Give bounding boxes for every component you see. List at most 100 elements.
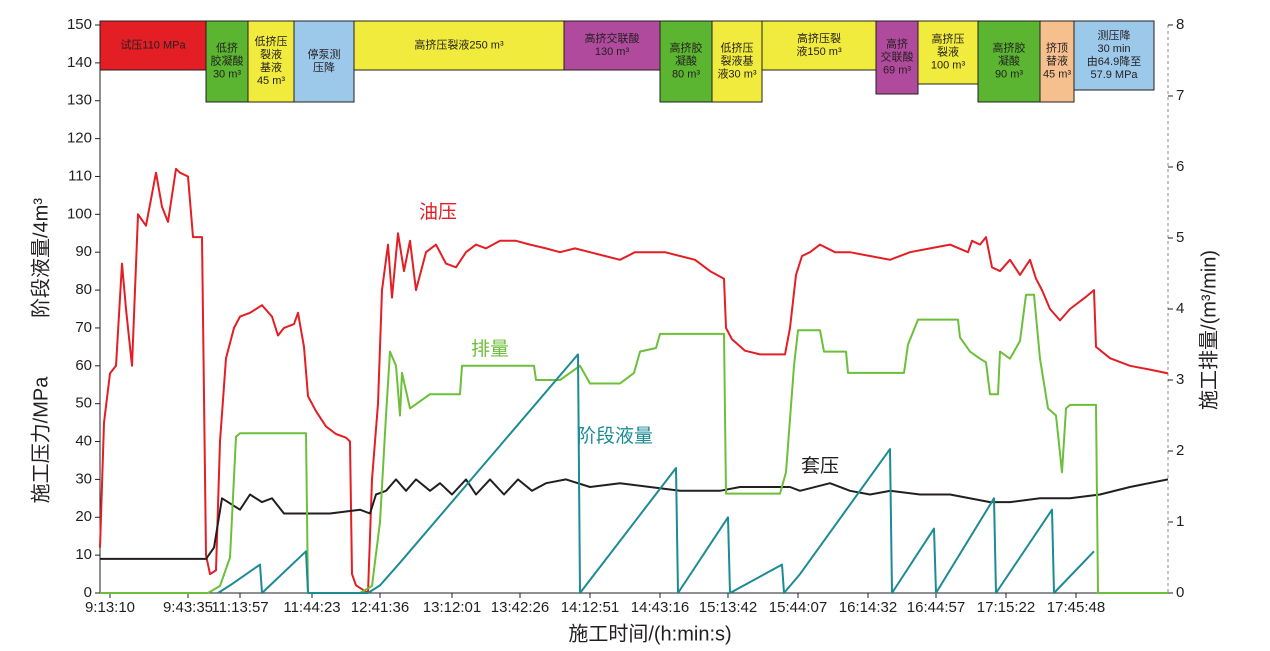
stage-box	[1039, 20, 1075, 103]
stage-label: 低挤	[216, 40, 238, 54]
stage-label: 30 m³	[213, 68, 241, 80]
stage-label: 90 m³	[995, 68, 1023, 80]
x-tick-label: 12:41:36	[351, 599, 409, 616]
y-tick-label: 80	[75, 281, 92, 298]
x-tick-label: 11:44:23	[283, 599, 340, 616]
x-tick-label: 16:44:57	[907, 599, 965, 616]
stage-label: 69 m³	[883, 64, 911, 76]
y2-axis-label: 施工排量/(m³/min)	[1197, 250, 1220, 410]
stage-label: 80 m³	[672, 68, 700, 80]
y2-tick-label: 3	[1176, 371, 1184, 388]
y2-tick-label: 6	[1176, 158, 1184, 175]
x-tick-label: 13:42:26	[491, 599, 549, 616]
stage-label: 液30 m³	[717, 66, 756, 80]
y2-tick-label: 4	[1176, 300, 1184, 317]
stage-box	[711, 20, 763, 103]
stage-label: 停泵测	[308, 47, 341, 61]
stage-label: 高挤胶	[993, 40, 1026, 54]
y-tick-label: 50	[75, 395, 92, 412]
stage-label: 由64.9降至	[1087, 54, 1141, 68]
y-axis-label: 阶段液量/4m³	[29, 198, 52, 318]
stage-box	[99, 20, 207, 71]
stage-label: 裂液	[260, 47, 282, 61]
stage-box	[761, 20, 877, 71]
y-tick-label: 130	[67, 92, 92, 109]
stage-box	[1073, 20, 1155, 91]
stage-label: 胶凝酸	[211, 53, 244, 67]
x-tick-label: 11:13:57	[211, 599, 268, 616]
x-tick-label: 15:44:07	[769, 599, 827, 616]
stage-label: 挤顶	[1046, 40, 1068, 54]
stage-box	[917, 20, 979, 85]
series-line	[100, 478, 1169, 560]
y-tick-label: 110	[68, 167, 92, 184]
y2-tick-label: 8	[1176, 16, 1184, 33]
stage-label: 57.9 MPa	[1090, 69, 1138, 81]
series-label: 套压	[801, 455, 839, 477]
y2-tick-label: 7	[1176, 87, 1184, 104]
y-tick-label: 100	[67, 205, 92, 222]
stage-label: 试压110 MPa	[120, 38, 186, 51]
stage-box	[353, 20, 565, 71]
x-tick-label: 17:15:22	[977, 599, 1035, 616]
x-tick-label: 13:12:01	[423, 599, 481, 616]
stage-box	[977, 20, 1041, 103]
stage-label: 液150 m³	[796, 44, 842, 58]
x-tick-label: 16:14:32	[839, 599, 897, 616]
series-label: 阶段液量	[577, 425, 653, 447]
y2-tick-label: 2	[1176, 442, 1184, 459]
stage-label: 高挤交联酸	[585, 31, 640, 45]
stage-label: 凝酸	[675, 53, 697, 67]
stage-box	[563, 20, 661, 71]
x-tick-label: 9:43:35	[163, 599, 213, 616]
x-tick-label: 15:13:42	[699, 599, 757, 616]
y2-tick-label: 5	[1176, 229, 1184, 246]
stage-label: 130 m³	[595, 46, 630, 58]
series-line	[100, 293, 1168, 594]
y-axis-label: 施工压力/MPa	[29, 376, 52, 504]
x-tick-label: 9:13:10	[85, 599, 135, 616]
stage-label: 45 m³	[1043, 68, 1071, 80]
y-tick-label: 140	[67, 54, 92, 71]
x-tick-label: 14:12:51	[561, 599, 619, 616]
stage-label: 高挤压	[932, 31, 965, 45]
stage-box	[659, 20, 713, 103]
stage-label: 裂液基	[721, 53, 754, 67]
stage-label: 裂液	[937, 44, 959, 58]
stage-label: 测压降	[1098, 28, 1131, 42]
y-tick-label: 120	[67, 130, 92, 147]
stage-label: 替液	[1046, 53, 1068, 67]
stage-label: 高挤	[886, 36, 908, 50]
stage-label: 100 m³	[931, 59, 966, 71]
y-tick-label: 90	[75, 243, 92, 260]
series-line	[217, 353, 1095, 594]
stage-box	[247, 20, 295, 103]
y-tick-label: 70	[75, 319, 92, 336]
stage-label: 凝酸	[998, 53, 1020, 67]
y-tick-label: 40	[75, 433, 92, 450]
stage-label: 交联酸	[881, 49, 914, 63]
stage-label: 45 m³	[257, 75, 285, 87]
stage-label: 压降	[313, 60, 335, 74]
stage-label: 30 min	[1097, 43, 1130, 55]
stage-label: 低挤压	[255, 34, 288, 48]
y-tick-label: 0	[84, 584, 92, 601]
stage-label: 高挤压裂液250 m³	[414, 37, 504, 51]
y-tick-label: 60	[75, 357, 92, 374]
x-axis-label: 施工时间/(h:min:s)	[568, 622, 731, 645]
y2-tick-label: 0	[1176, 584, 1184, 601]
x-tick-label: 14:43:16	[631, 599, 689, 616]
stage-label: 高挤胶	[670, 40, 703, 54]
y2-tick-label: 1	[1176, 513, 1184, 530]
y-tick-label: 10	[75, 546, 92, 563]
x-tick-label: 17:45:48	[1047, 599, 1105, 616]
stage-label: 高挤压裂	[797, 31, 841, 45]
y-tick-label: 150	[67, 16, 92, 33]
stage-label: 基液	[260, 60, 282, 74]
series-label: 排量	[471, 338, 509, 360]
y-tick-label: 20	[75, 508, 92, 525]
series-line	[99, 167, 1169, 594]
stage-label: 低挤压	[721, 40, 754, 54]
stage-box	[293, 20, 355, 103]
